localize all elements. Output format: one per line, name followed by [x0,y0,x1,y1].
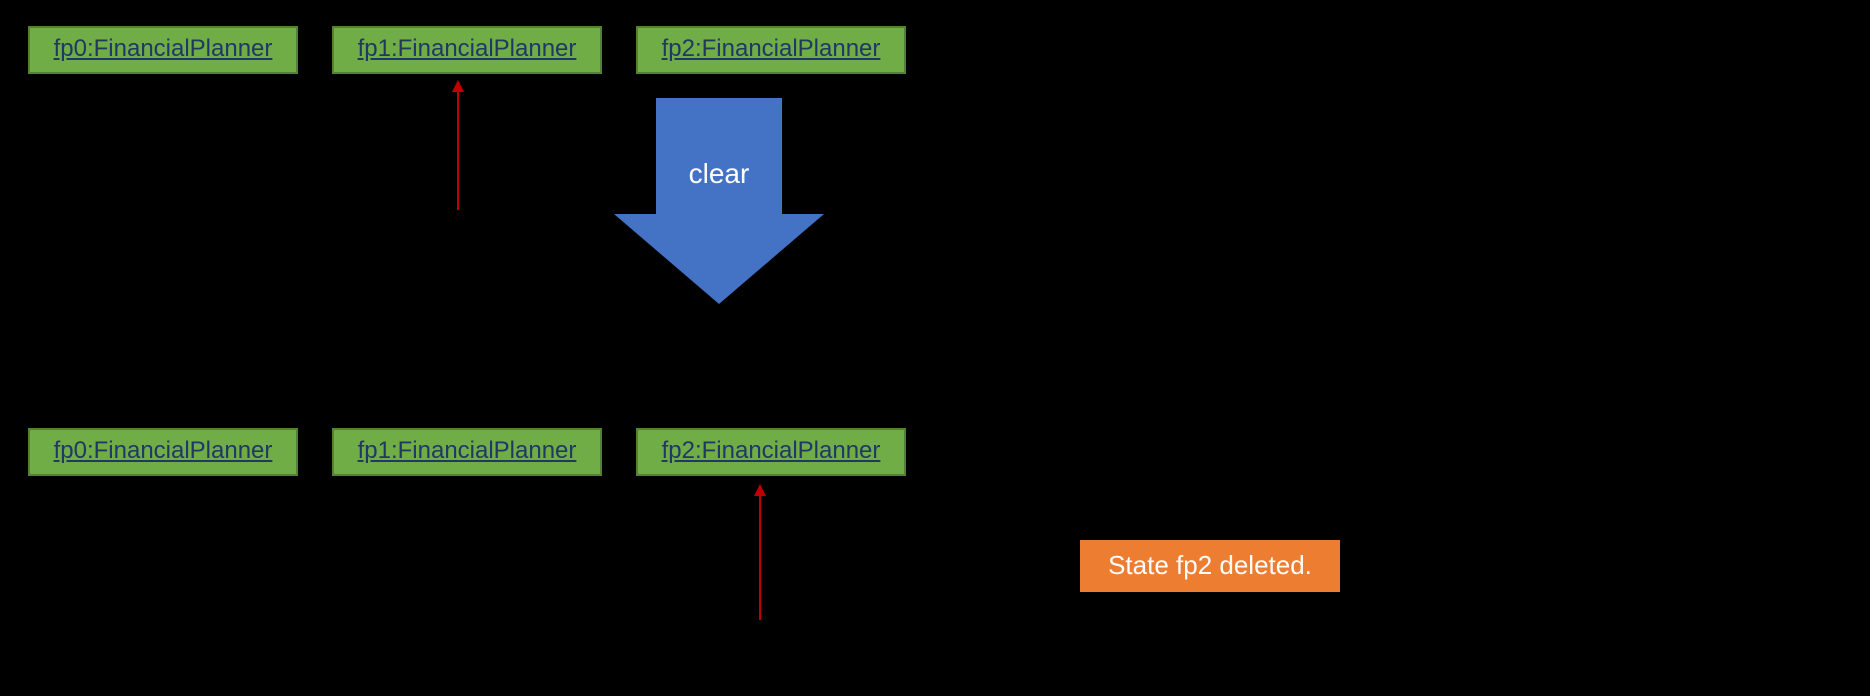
pointer-arrow-top-line [457,90,459,210]
pointer-arrow-bot-head [754,484,766,496]
status-message: State fp2 deleted. [1080,540,1340,592]
object-box-fp0-top: fp0:FinancialPlanner [28,26,298,74]
object-box-fp1-bot: fp1:FinancialPlanner [332,428,602,476]
object-box-fp2-bot: fp2:FinancialPlanner [636,428,906,476]
clear-arrow: clear [614,98,824,304]
diagram-stage: fp0:FinancialPlanner fp1:FinancialPlanne… [0,0,1870,696]
pointer-arrow-top-head [452,80,464,92]
object-box-fp1-top: fp1:FinancialPlanner [332,26,602,74]
pointer-arrow-bot-line [759,494,761,620]
clear-arrow-head [614,214,824,304]
clear-arrow-shaft [656,98,782,214]
object-box-fp0-bot: fp0:FinancialPlanner [28,428,298,476]
object-box-fp2-top: fp2:FinancialPlanner [636,26,906,74]
clear-arrow-label: clear [614,158,824,190]
